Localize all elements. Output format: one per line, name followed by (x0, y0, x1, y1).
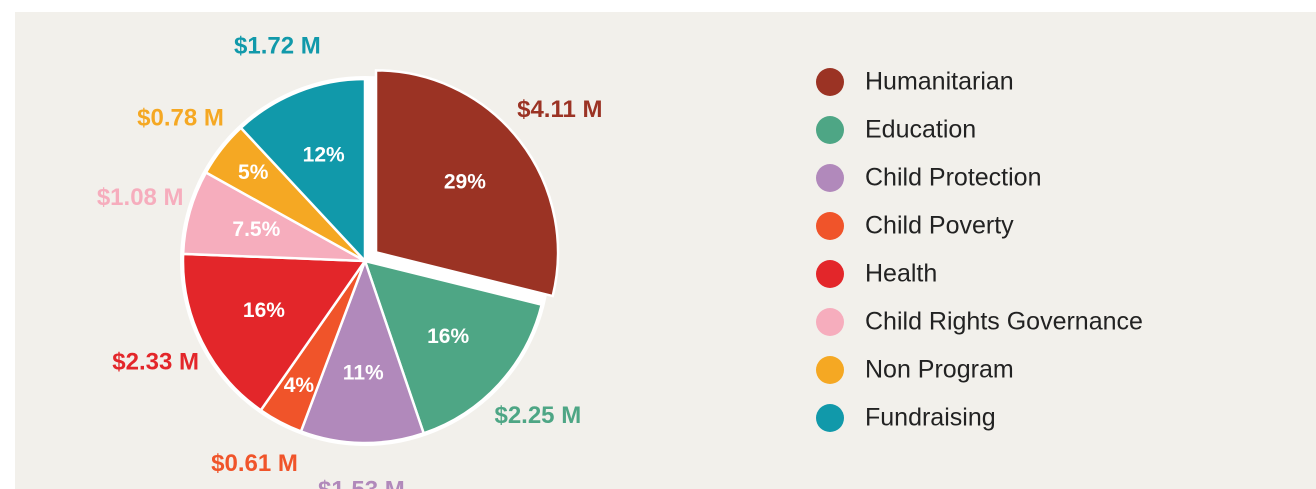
legend-label: Non Program (865, 356, 1014, 384)
pie-slice (239, 77, 367, 265)
legend-swatch (816, 164, 844, 192)
legend-swatch (816, 356, 844, 384)
legend-label: Child Protection (865, 164, 1041, 192)
percent-label: 4% (284, 374, 315, 397)
amount-label: $1.53 M (318, 476, 405, 489)
percent-label: 16% (243, 299, 285, 322)
percent-label: 29% (444, 170, 486, 193)
amount-label: $2.33 M (112, 349, 199, 376)
legend-swatch (816, 260, 844, 288)
legend-swatch (816, 308, 844, 336)
amount-label: $0.61 M (211, 450, 298, 477)
amount-label: $2.25 M (494, 402, 581, 429)
legend-label: Child Rights Governance (865, 308, 1143, 336)
legend-label: Humanitarian (865, 68, 1014, 96)
amount-label: $1.72 M (234, 32, 321, 59)
amount-label: $0.78 M (137, 105, 224, 132)
percent-label: 5% (238, 161, 269, 184)
legend-swatch (816, 68, 844, 96)
legend-label: Child Poverty (865, 212, 1014, 240)
legend-label: Health (865, 260, 937, 288)
legend-swatch (816, 212, 844, 240)
legend-label: Fundraising (865, 404, 996, 432)
percent-label: 7.5% (232, 218, 280, 241)
percent-label: 11% (343, 361, 384, 384)
amount-label: $4.11 M (517, 96, 602, 123)
amount-label: $1.08 M (97, 184, 184, 211)
percent-label: 12% (303, 144, 345, 167)
pie-slice (299, 257, 426, 445)
pie-slice (374, 69, 560, 298)
legend-swatch (816, 404, 844, 432)
legend-swatch (816, 116, 844, 144)
legend-label: Education (865, 116, 976, 144)
pie-slice (181, 252, 368, 412)
percent-label: 16% (427, 325, 469, 348)
